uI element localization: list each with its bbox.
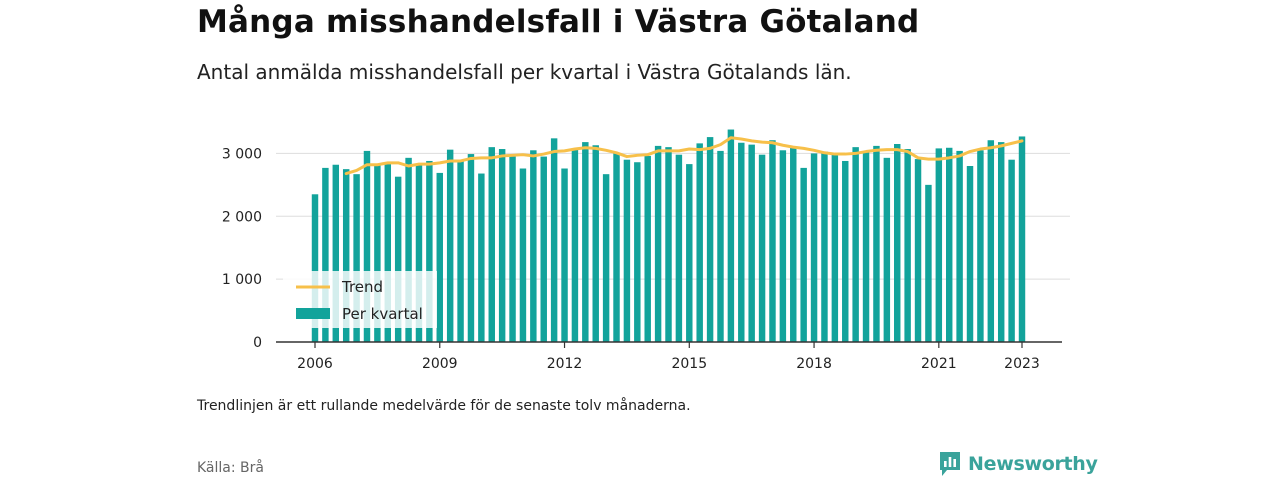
bar	[748, 144, 755, 342]
bar	[561, 168, 568, 342]
bar	[353, 174, 360, 342]
bars	[311, 129, 1026, 342]
bar	[966, 166, 974, 342]
bar	[332, 164, 340, 342]
bar	[550, 138, 558, 342]
x-tick-label: 2023	[1004, 356, 1040, 372]
bar	[1008, 159, 1015, 342]
bar	[946, 147, 953, 342]
bar	[717, 150, 724, 342]
bar	[686, 164, 693, 342]
bar	[644, 155, 651, 342]
bar	[623, 159, 631, 342]
bar	[987, 140, 995, 342]
bar	[800, 167, 807, 342]
bar	[322, 167, 329, 342]
y-axis-ticks: 0 1 000 2 000 3 000	[222, 146, 262, 351]
bar	[810, 153, 818, 342]
bar	[374, 165, 381, 342]
bar	[571, 149, 579, 342]
bar	[405, 157, 412, 342]
chart-subtitle: Antal anmälda misshandelsfall per kvarta…	[197, 60, 852, 84]
bar	[894, 144, 901, 342]
bar	[654, 145, 662, 342]
bar	[457, 160, 464, 342]
bar	[394, 176, 402, 342]
bar	[665, 147, 672, 342]
chart-note: Trendlinjen är ett rullande medelvärde f…	[197, 398, 691, 414]
bar	[842, 160, 849, 342]
bar	[363, 150, 371, 342]
bar	[956, 150, 963, 342]
trend-line	[344, 136, 1024, 176]
bar	[509, 156, 516, 342]
bar	[706, 137, 714, 342]
bar	[914, 159, 922, 342]
newsworthy-logo-icon	[940, 452, 960, 476]
bar	[634, 162, 641, 342]
brand-logo[interactable]: Newsworthy	[938, 450, 1098, 478]
trend-path	[344, 136, 1024, 176]
bar	[696, 143, 703, 342]
bar	[488, 147, 495, 342]
legend-trend-label: Trend	[341, 278, 383, 296]
bar	[831, 154, 839, 342]
x-tick-label: 2009	[422, 356, 458, 372]
x-tick-label: 2015	[671, 356, 707, 372]
bar	[790, 147, 797, 342]
bar	[478, 173, 485, 342]
bar	[821, 151, 828, 342]
legend-bars-label: Per kvartal	[342, 305, 423, 323]
bar	[738, 142, 745, 342]
source-text: Källa: Brå	[197, 460, 264, 476]
bar	[925, 184, 932, 342]
bar	[530, 150, 537, 342]
bar	[779, 150, 787, 342]
bar	[1018, 136, 1026, 342]
bar	[498, 149, 506, 342]
bar	[977, 150, 984, 342]
chart-title: Många misshandelsfall i Västra Götaland	[197, 4, 920, 40]
bar	[540, 156, 547, 342]
bar	[446, 149, 454, 342]
bar	[727, 129, 735, 342]
bar	[675, 154, 683, 342]
x-tick-label: 2012	[547, 356, 583, 372]
bar	[852, 147, 859, 342]
bar	[342, 169, 350, 342]
x-axis-ticks: 2006 2009 2012 2015 2018 2021 2023	[297, 342, 1040, 372]
bar	[426, 160, 433, 342]
legend: Trend Per kvartal	[283, 271, 437, 328]
brand-name: Newsworthy	[968, 453, 1098, 475]
bar	[467, 154, 475, 342]
bar	[582, 142, 589, 342]
bar	[873, 145, 880, 342]
x-tick-label: 2006	[297, 356, 333, 372]
bar	[519, 168, 527, 342]
y-tick-label: 0	[253, 335, 262, 351]
bar	[384, 164, 392, 342]
legend-bars-swatch	[296, 308, 330, 319]
bar	[415, 165, 423, 342]
y-tick-label: 3 000	[222, 146, 262, 162]
bar-chart: 0 1 000 2 000 3 000 2006 2009 2012 2015 2018 202…	[222, 129, 1070, 372]
bar	[904, 149, 911, 342]
bar	[862, 152, 870, 342]
x-tick-label: 2021	[921, 356, 957, 372]
bar	[592, 145, 599, 342]
bar	[436, 172, 443, 342]
bar	[935, 148, 943, 342]
bar	[613, 153, 620, 342]
bar	[769, 140, 776, 342]
bar	[883, 157, 891, 342]
x-tick-label: 2018	[796, 356, 832, 372]
y-tick-label: 2 000	[222, 209, 262, 225]
bar	[311, 194, 319, 342]
bar	[602, 174, 610, 342]
bar	[758, 154, 766, 342]
bar	[997, 142, 1005, 342]
y-tick-label: 1 000	[222, 272, 262, 288]
